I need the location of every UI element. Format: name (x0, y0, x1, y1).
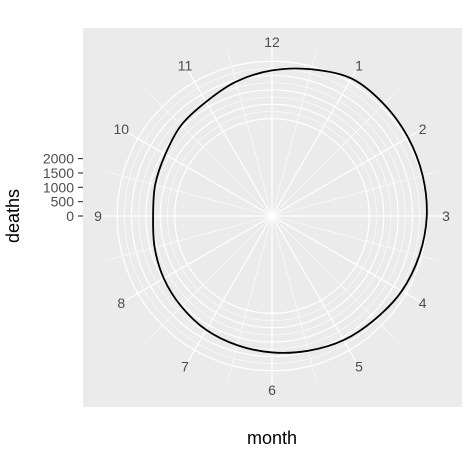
month-label-7: 7 (181, 359, 189, 375)
minor-spoke (271, 94, 394, 217)
major-ring (130, 74, 414, 358)
minor-spoke (227, 215, 273, 383)
y-tick-label: 1000 (43, 179, 74, 195)
month-label-4: 4 (419, 295, 427, 311)
month-label-10: 10 (114, 121, 130, 137)
month-label-3: 3 (442, 208, 450, 224)
minor-spoke (271, 215, 394, 338)
x-axis-title: month (247, 428, 297, 448)
y-tick-label: 1500 (43, 165, 74, 181)
month-label-8: 8 (117, 295, 125, 311)
major-spoke (185, 66, 273, 217)
major-ring (145, 89, 399, 343)
series-layer (152, 67, 428, 354)
major-spoke (271, 129, 422, 217)
minor-spoke (271, 215, 317, 383)
month-label-12: 12 (264, 34, 280, 50)
minor-ring (124, 68, 420, 364)
y-tick-label: 2000 (43, 151, 74, 167)
series-line (152, 67, 428, 354)
major-ring (159, 103, 385, 329)
grid-layer (100, 44, 444, 388)
minor-spoke (150, 215, 273, 338)
major-ring (174, 118, 370, 314)
minor-spoke (271, 171, 439, 217)
month-label-1: 1 (355, 57, 363, 73)
major-spoke (122, 129, 273, 217)
month-label-9: 9 (94, 208, 102, 224)
month-label-6: 6 (268, 382, 276, 398)
minor-spoke (271, 215, 439, 261)
month-label-5: 5 (355, 359, 363, 375)
minor-ring (167, 111, 377, 321)
major-spoke (122, 215, 273, 303)
y-axis-title: deaths (3, 189, 23, 243)
major-spoke (271, 66, 359, 217)
y-tick-label: 500 (51, 194, 75, 210)
minor-spoke (150, 94, 273, 217)
minor-spoke (227, 49, 273, 217)
minor-ring (138, 82, 406, 350)
y-tick-label: 0 (66, 208, 74, 224)
month-label-11: 11 (178, 57, 193, 73)
minor-spoke (105, 171, 273, 217)
month-label-2: 2 (419, 121, 427, 137)
major-spoke (271, 215, 422, 303)
major-spoke (185, 215, 273, 366)
minor-spoke (105, 215, 273, 261)
minor-spoke (271, 49, 317, 217)
